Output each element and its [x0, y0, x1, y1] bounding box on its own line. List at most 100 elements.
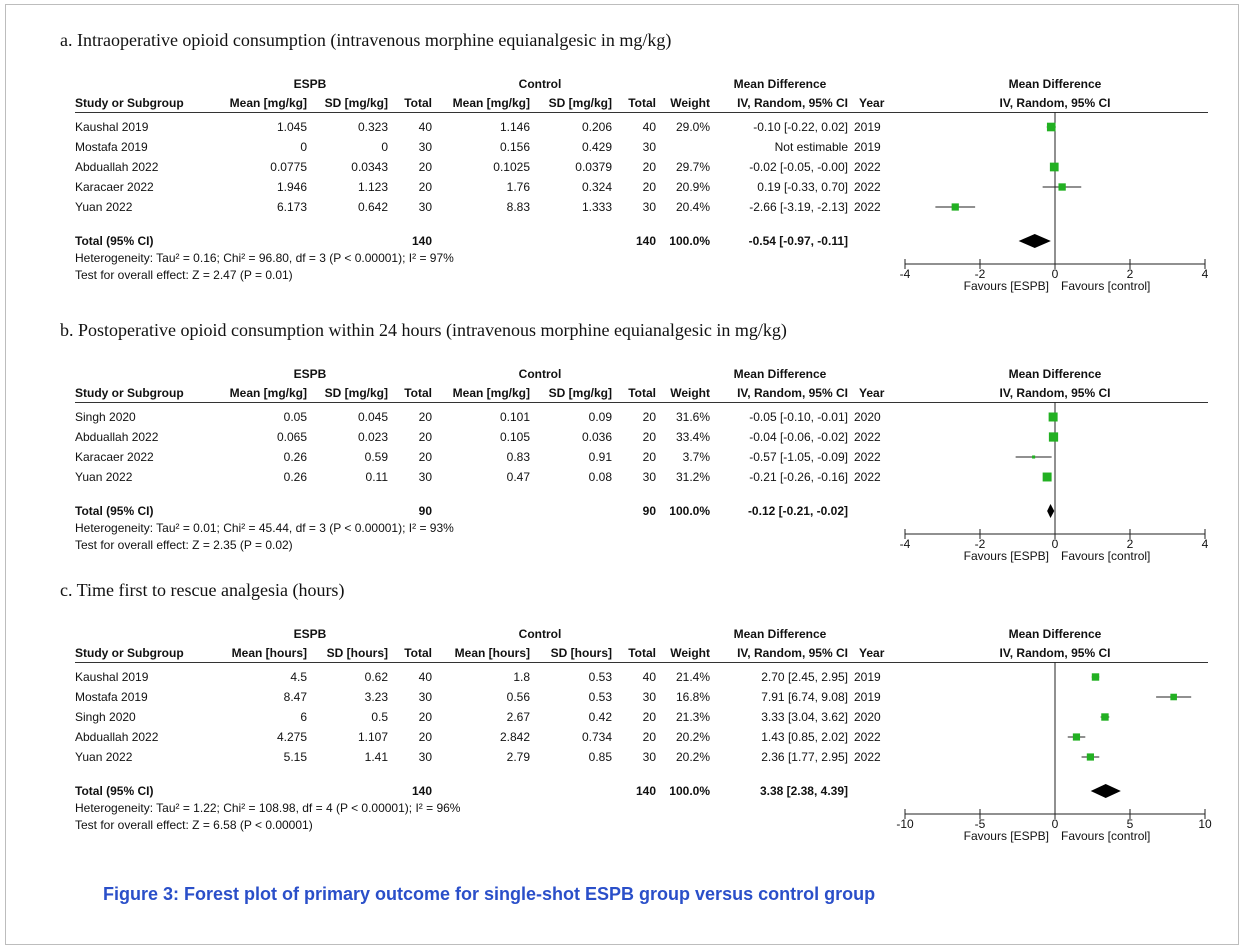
cell-year: 2022: [854, 200, 881, 214]
cell-e-sd: 1.107: [357, 730, 388, 744]
cell-e-total: 20: [418, 160, 432, 174]
col-ci-header: IV, Random, 95% CI: [737, 96, 848, 110]
cell-c-mean: 0.1025: [493, 160, 530, 174]
panel-title: c. Time first to rescue analgesia (hours…: [60, 580, 345, 600]
cell-weight: 21.3%: [675, 710, 710, 724]
cell-ci-text: -2.66 [-3.19, -2.13]: [749, 200, 848, 214]
cell-c-sd: 0.036: [581, 430, 612, 444]
col-year-header: Year: [859, 646, 885, 660]
cell-c-mean: 8.83: [506, 200, 530, 214]
cell-weight: 21.4%: [675, 670, 710, 684]
cell-e-mean: 6: [300, 710, 307, 724]
col-study-header: Study or Subgroup: [75, 646, 184, 660]
x-tick-label: 10: [1198, 817, 1212, 831]
cell-study: Kaushal 2019: [75, 670, 149, 684]
cell-c-total: 20: [642, 160, 656, 174]
col-control-sd-header: SD [hours]: [550, 646, 612, 660]
cell-study: Mostafa 2019: [75, 690, 148, 704]
favours-control-label: Favours [control]: [1061, 829, 1150, 843]
cell-year: 2022: [854, 180, 881, 194]
forest-plot: -4 -2 0 2 4 Favours [ESPB] Favours [control]: [900, 402, 1209, 563]
cell-study: Abduallah 2022: [75, 160, 159, 174]
point-estimate-square: [1032, 455, 1036, 459]
espb-group-header: ESPB: [293, 627, 327, 641]
x-tick-label: -2: [975, 267, 986, 281]
cell-ci-text: Not estimable: [774, 140, 848, 154]
x-tick-label: -4: [900, 267, 911, 281]
cell-c-mean: 0.56: [506, 690, 530, 704]
md-header: Mean Difference: [733, 627, 827, 641]
favours-espb-label: Favours [ESPB]: [964, 279, 1049, 293]
col-control-total-header: Total: [628, 96, 656, 110]
cell-e-mean: 4.5: [290, 670, 307, 684]
cell-c-mean: 2.67: [506, 710, 530, 724]
cell-c-total: 20: [642, 450, 656, 464]
cell-c-total: 30: [642, 140, 656, 154]
plot-method-header: IV, Random, 95% CI: [999, 386, 1111, 400]
cell-year: 2022: [854, 470, 881, 484]
total-label: Total (95% CI): [75, 234, 154, 248]
cell-c-total: 30: [642, 690, 656, 704]
cell-c-mean: 0.47: [506, 470, 530, 484]
col-espb-mean-header: Mean [hours]: [231, 646, 307, 660]
point-estimate-square: [1091, 673, 1100, 681]
figure-frame: [5, 4, 1239, 945]
cell-year: 2022: [854, 160, 881, 174]
cell-weight: 29.7%: [675, 160, 710, 174]
cell-weight: 16.8%: [675, 690, 710, 704]
x-tick-label: 2: [1127, 537, 1134, 551]
cell-ci-text: 3.33 [3.04, 3.62]: [761, 710, 848, 724]
point-estimate-square: [1086, 753, 1094, 761]
cell-c-sd: 0.0379: [575, 160, 612, 174]
favours-espb-label: Favours [ESPB]: [964, 829, 1049, 843]
col-control-sd-header: SD [mg/kg]: [548, 96, 612, 110]
cell-c-total: 20: [642, 710, 656, 724]
summary-diamond: [1018, 234, 1051, 248]
point-estimate-square: [1101, 713, 1109, 721]
cell-c-sd: 0.206: [581, 120, 612, 134]
col-year-header: Year: [859, 96, 885, 110]
cell-c-total: 20: [642, 410, 656, 424]
figure-caption: Figure 3: Forest plot of primary outcome…: [103, 884, 876, 904]
cell-e-mean: 0: [300, 140, 307, 154]
cell-ci-text: -0.04 [-0.06, -0.02]: [749, 430, 848, 444]
overall-effect-text: Test for overall effect: Z = 2.35 (P = 0…: [75, 538, 293, 552]
col-weight-header: Weight: [670, 96, 710, 110]
espb-group-header: ESPB: [293, 367, 327, 381]
x-tick-label: 5: [1127, 817, 1134, 831]
cell-e-total: 20: [418, 730, 432, 744]
study-marker: [935, 203, 976, 211]
cell-ci-text: 7.91 [6.74, 9.08]: [761, 690, 848, 704]
overall-effect-text: Test for overall effect: Z = 6.58 (P < 0…: [75, 818, 313, 832]
study-marker: [1042, 472, 1052, 482]
study-marker: [1091, 673, 1100, 681]
cell-year: 2019: [854, 690, 881, 704]
cell-weight: 20.4%: [675, 200, 710, 214]
cell-e-mean: 5.15: [283, 750, 307, 764]
cell-year: 2020: [854, 410, 881, 424]
study-marker: [1048, 412, 1058, 422]
point-estimate-square: [1048, 432, 1059, 442]
cell-weight: 31.6%: [675, 410, 710, 424]
x-tick-label: -2: [975, 537, 986, 551]
total-espb: 140: [411, 234, 432, 248]
point-estimate-square: [1072, 733, 1081, 741]
study-marker: [1156, 693, 1192, 701]
cell-ci-text: -0.10 [-0.22, 0.02]: [753, 120, 848, 134]
cell-c-mean: 1.146: [499, 120, 530, 134]
col-weight-header: Weight: [670, 386, 710, 400]
cell-c-mean: 1.8: [513, 670, 530, 684]
total-weight: 100.0%: [669, 784, 710, 798]
cell-ci-text: 0.19 [-0.33, 0.70]: [757, 180, 848, 194]
col-control-total-header: Total: [628, 386, 656, 400]
col-year-header: Year: [859, 386, 885, 400]
cell-c-sd: 0.53: [588, 670, 612, 684]
cell-c-total: 20: [642, 730, 656, 744]
x-tick-label: -10: [896, 817, 914, 831]
cell-e-total: 30: [418, 200, 432, 214]
total-control: 140: [635, 234, 656, 248]
cell-c-total: 30: [642, 200, 656, 214]
panel-title: b. Postoperative opioid consumption with…: [60, 320, 787, 340]
cell-e-mean: 0.05: [283, 410, 307, 424]
cell-e-sd: 3.23: [364, 690, 388, 704]
